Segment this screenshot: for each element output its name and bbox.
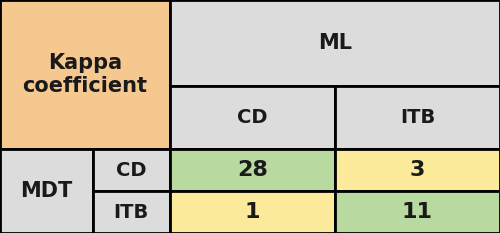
Text: 28: 28 (237, 160, 268, 180)
Bar (0, 0, 170, 149)
Text: Kappa
coefficient: Kappa coefficient (22, 53, 148, 96)
Text: 1: 1 (245, 202, 260, 222)
Bar (170, 86, 335, 149)
Text: CD: CD (238, 108, 268, 127)
Bar (170, 149, 335, 191)
Bar (0, 149, 92, 233)
Text: CD: CD (116, 161, 146, 180)
Text: ML: ML (318, 33, 352, 53)
Text: 11: 11 (402, 202, 433, 222)
Bar (92, 191, 170, 233)
Bar (335, 86, 500, 149)
Bar (170, 0, 500, 86)
Text: 3: 3 (410, 160, 425, 180)
Text: ITB: ITB (114, 202, 149, 222)
Bar (335, 149, 500, 191)
Bar (335, 191, 500, 233)
Bar (92, 149, 170, 191)
Bar (170, 191, 335, 233)
Text: ITB: ITB (400, 108, 435, 127)
Text: MDT: MDT (20, 181, 72, 201)
